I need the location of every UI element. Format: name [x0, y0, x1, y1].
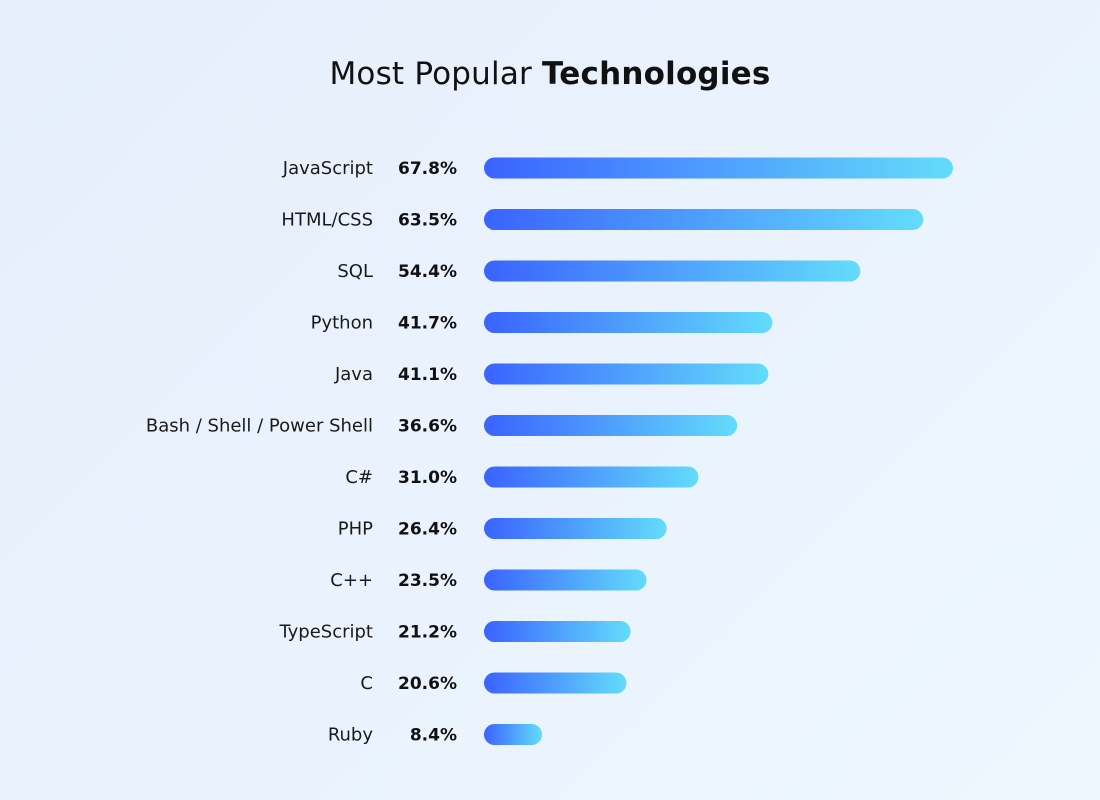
- bar: [484, 621, 631, 642]
- bar-row: SQL 54.4%: [337, 260, 861, 282]
- category-label: C++: [330, 570, 373, 591]
- category-label: TypeScript: [278, 622, 373, 643]
- bar: [484, 672, 627, 694]
- bar: [484, 466, 699, 488]
- bar-row: C# 31.0%: [345, 466, 699, 488]
- category-label: Bash / Shell / Power Shell: [146, 416, 373, 437]
- bar-row: PHP 26.4%: [338, 518, 667, 540]
- bar-row: C 20.6%: [360, 672, 627, 694]
- bar-row: C++ 23.5%: [330, 569, 647, 591]
- bar: [484, 157, 953, 179]
- category-label: HTML/CSS: [281, 210, 373, 231]
- value-label: 8.4%: [410, 726, 457, 746]
- value-label: 41.1%: [398, 365, 457, 385]
- value-label: 31.0%: [398, 468, 457, 488]
- bar: [484, 569, 647, 591]
- bar-row: HTML/CSS 63.5%: [281, 209, 924, 231]
- chart-title: Most Popular Technologies: [0, 56, 1100, 92]
- category-label: C#: [345, 467, 373, 488]
- bar: [484, 518, 667, 539]
- value-label: 63.5%: [398, 211, 457, 231]
- value-label: 36.6%: [398, 417, 457, 437]
- value-label: 41.7%: [398, 314, 457, 334]
- bar-row: JavaScript 67.8%: [282, 157, 953, 179]
- value-label: 21.2%: [398, 623, 457, 643]
- bar-rows: JavaScript 67.8% HTML/CSS 63.5% SQL 54.4% Pyth…: [146, 157, 953, 746]
- category-label: JavaScript: [282, 158, 373, 179]
- chart-title-emphasis: Technologies: [542, 56, 771, 92]
- value-label: 20.6%: [398, 674, 457, 694]
- bar-row: Bash / Shell / Power Shell 36.6%: [146, 415, 738, 437]
- category-label: PHP: [338, 519, 373, 540]
- bar: [484, 724, 543, 745]
- bar-row: Python 41.7%: [311, 312, 773, 334]
- chart-title-prefix: Most Popular: [329, 56, 532, 92]
- bar: [484, 209, 924, 230]
- category-label: Ruby: [328, 725, 374, 746]
- value-label: 54.4%: [398, 262, 457, 282]
- value-label: 67.8%: [398, 159, 457, 179]
- value-label: 23.5%: [398, 571, 457, 591]
- value-label: 26.4%: [398, 520, 457, 540]
- bar: [484, 415, 738, 436]
- bar: [484, 260, 861, 282]
- bar-row: Ruby 8.4%: [328, 724, 543, 746]
- category-label: Java: [334, 364, 373, 385]
- bar-row: Java 41.1%: [334, 363, 769, 385]
- bar: [484, 312, 773, 333]
- bar-row: TypeScript 21.2%: [278, 621, 631, 643]
- bar: [484, 363, 769, 385]
- category-label: SQL: [337, 261, 373, 282]
- category-label: Python: [311, 313, 373, 334]
- category-label: C: [360, 673, 373, 694]
